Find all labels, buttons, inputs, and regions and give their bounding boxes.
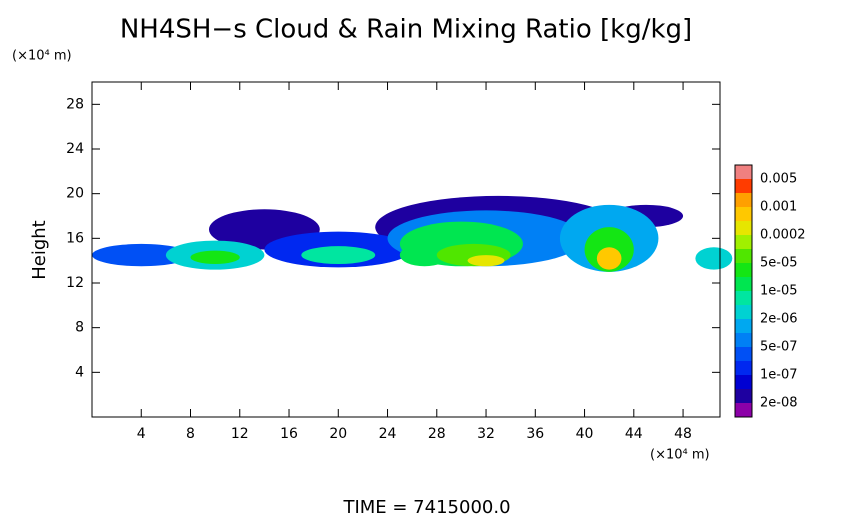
cloud-region [92, 243, 191, 267]
y-tick-label: 8 [75, 320, 84, 336]
colorbar-swatch [735, 263, 752, 277]
cloud-region [695, 247, 733, 270]
y-tick-label: 20 [66, 186, 84, 202]
cloud-region [596, 247, 622, 270]
colorbar-swatch [735, 249, 752, 263]
colorbar-label: 0.001 [760, 200, 797, 215]
colorbar-swatch [735, 333, 752, 347]
colorbar-swatch [735, 277, 752, 291]
chart-title: NH4SH−s Cloud & Rain Mixing Ratio [kg/kg… [120, 15, 692, 45]
x-tick-label: 48 [674, 426, 692, 442]
x-tick-label: 4 [137, 426, 146, 442]
colorbar-label: 1e-07 [760, 368, 798, 383]
x-tick-label: 36 [526, 426, 544, 442]
plot-area [92, 195, 733, 272]
plot-frame [91, 81, 721, 418]
colorbar-swatch [735, 305, 752, 319]
time-label: TIME = 7415000.0 [342, 497, 510, 518]
x-tick-label: 20 [329, 426, 347, 442]
y-tick-label: 28 [66, 96, 84, 112]
colorbar-swatch [735, 179, 752, 193]
x-tick-label: 24 [379, 426, 397, 442]
colorbar-swatch [735, 389, 752, 403]
colorbar-swatch [735, 291, 752, 305]
x-tick-label: 32 [477, 426, 495, 442]
colorbar-label: 5e-07 [760, 340, 798, 355]
y-unit: (×10⁴ m) [12, 49, 72, 64]
colorbar-swatch [735, 207, 752, 221]
cloud-region [190, 250, 240, 265]
colorbar-swatch [735, 235, 752, 249]
colorbar-swatch [735, 193, 752, 207]
x-tick-label: 28 [428, 426, 446, 442]
cloud-region [467, 255, 505, 267]
x-tick-label: 40 [576, 426, 594, 442]
x-unit: (×10⁴ m) [650, 448, 710, 463]
x-tick-label: 8 [186, 426, 195, 442]
colorbar-label: 0.0002 [760, 228, 806, 243]
colorbar-frame [734, 164, 753, 418]
x-tick-label: 44 [625, 426, 643, 442]
colorbar-swatch [735, 361, 752, 375]
colorbar-label: 2e-08 [760, 396, 798, 411]
cloud-region [399, 243, 450, 267]
cloud-region [301, 246, 376, 265]
y-tick-label: 24 [66, 141, 84, 157]
y-tick-label: 16 [66, 230, 84, 246]
colorbar-swatch [735, 347, 752, 361]
colorbar-swatch [735, 319, 752, 333]
colorbar-label: 5e-05 [760, 256, 798, 271]
y-tick-label: 12 [66, 275, 84, 291]
y-axis-label: Height [29, 220, 50, 280]
colorbar-label: 0.005 [760, 172, 797, 187]
colorbar-swatch [735, 403, 752, 417]
colorbar-label: 1e-05 [760, 284, 798, 299]
colorbar-label: 2e-06 [760, 312, 798, 327]
x-tick-label: 16 [280, 426, 298, 442]
y-tick-label: 4 [75, 364, 84, 380]
colorbar-swatch [735, 165, 752, 179]
x-tick-label: 12 [231, 426, 249, 442]
colorbar-swatch [735, 221, 752, 235]
colorbar-swatch [735, 375, 752, 389]
